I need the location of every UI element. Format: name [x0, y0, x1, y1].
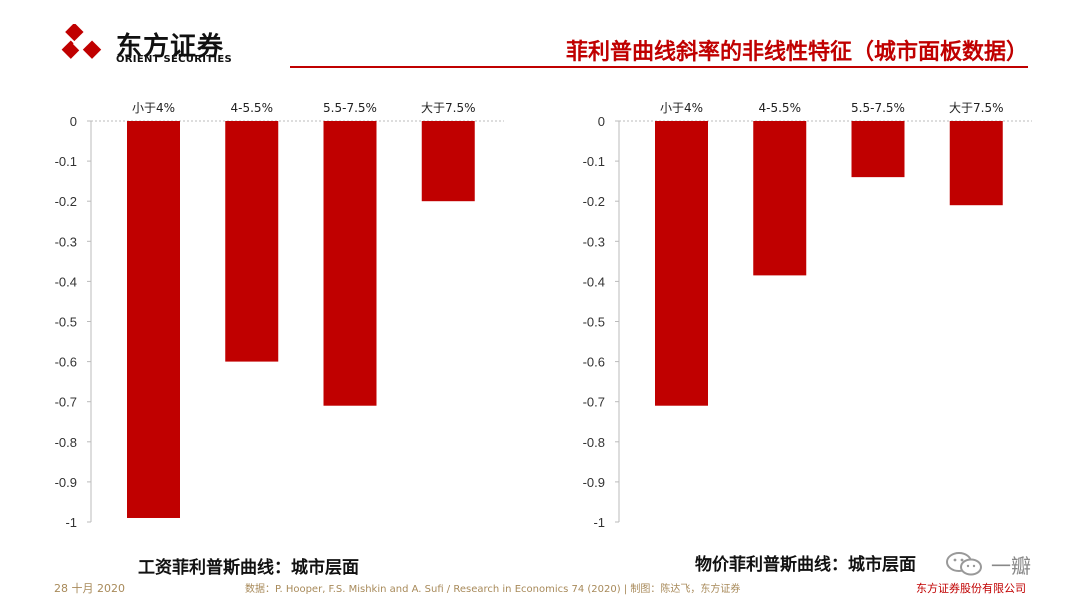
orient-logo-icon — [61, 24, 102, 59]
company-logo: 东方证券 ORIENT SECURITIES — [52, 24, 262, 68]
price-phillips-chart-svg: 0 -0.1 -0.2 -0.3 -0.4 -0.5 -0.6 -0.7 -0.8 -0.9 -1 小… — [583, 101, 1032, 530]
footer-company: 东方证券股份有限公司 — [916, 582, 1026, 595]
wage-chart-bar — [225, 121, 279, 362]
price-chart-y-tick-label: -0.4 — [583, 274, 605, 289]
wage-chart-bar — [127, 121, 180, 518]
price-chart-y-tick-label: -0.6 — [583, 355, 605, 370]
wage-chart-category-label: 小于4% — [132, 101, 175, 115]
price-chart-category-label: 小于4% — [660, 101, 703, 115]
price-phillips-chart: 0 -0.1 -0.2 -0.3 -0.4 -0.5 -0.6 -0.7 -0.8 -0.9 -1 小… — [548, 90, 1048, 530]
wage-chart-y-tick-label: -0.9 — [55, 475, 77, 490]
wage-phillips-chart: 0 -0.1 -0.2 -0.3 -0.4 -0.5 -0.6 -0.7 -0.8 -0.9 -1 小… — [20, 90, 520, 530]
price-chart-bar — [753, 121, 807, 276]
logo-chinese-text: 东方证券 — [116, 32, 225, 62]
wage-chart-y-tick-label: -1 — [65, 515, 77, 530]
logo-english-text: ORIENT SECURITIES — [116, 54, 233, 65]
wage-chart-y-tick-label: -0.4 — [55, 274, 77, 289]
price-chart-y-tick-label: -1 — [593, 515, 605, 530]
wage-chart-y-tick-label: -0.2 — [55, 194, 77, 209]
wage-chart-y-tick-label: 0 — [70, 114, 77, 129]
wage-phillips-chart-title: 工资菲利普斯曲线：城市层面 — [138, 558, 359, 578]
wage-chart-y-tick-label: -0.6 — [55, 355, 77, 370]
price-chart-y-tick-label: -0.2 — [583, 194, 605, 209]
price-chart-category-label: 5.5-7.5% — [851, 101, 905, 115]
wage-chart-y-tick-label: -0.7 — [55, 395, 77, 410]
wage-phillips-chart-svg: 0 -0.1 -0.2 -0.3 -0.4 -0.5 -0.6 -0.7 -0.8 -0.9 -1 小… — [55, 101, 504, 530]
title-underline — [290, 66, 1028, 68]
price-chart-y-tick-label: -0.7 — [583, 395, 605, 410]
footer-date: 28 十月 2020 — [54, 582, 125, 595]
watermark-text: 一瓣 — [991, 554, 1031, 578]
watermark: 一瓣 — [945, 548, 1055, 578]
price-chart-y-tick-label: -0.8 — [583, 435, 605, 450]
price-chart-category-label: 4-5.5% — [759, 101, 801, 115]
wage-chart-category-label: 大于7.5% — [421, 101, 476, 115]
price-chart-bar — [655, 121, 708, 406]
price-chart-y-tick-label: -0.9 — [583, 475, 605, 490]
price-chart-bar — [949, 121, 1003, 206]
footer-source: 数据：P. Hooper, F.S. Mishkin and A. Sufi /… — [245, 584, 741, 595]
wage-chart-y-tick-label: -0.5 — [55, 315, 77, 330]
wage-chart-category-label: 5.5-7.5% — [323, 101, 377, 115]
wage-chart-category-label: 4-5.5% — [231, 101, 273, 115]
wage-chart-bar — [421, 121, 475, 202]
price-chart-bar — [851, 121, 905, 178]
price-chart-y-tick-label: -0.3 — [583, 234, 605, 249]
price-chart-y-tick-label: -0.1 — [583, 154, 605, 169]
wechat-icon — [946, 552, 982, 576]
price-chart-category-label: 大于7.5% — [949, 101, 1004, 115]
page-title: 菲利普曲线斜率的非线性特征（城市面板数据） — [565, 39, 1028, 65]
wage-chart-y-tick-label: -0.3 — [55, 234, 77, 249]
wage-chart-y-tick-label: -0.8 — [55, 435, 77, 450]
wage-chart-y-tick-label: -0.1 — [55, 154, 77, 169]
price-phillips-chart-title: 物价菲利普斯曲线：城市层面 — [695, 555, 916, 575]
wage-chart-bar — [323, 121, 377, 406]
price-chart-y-tick-label: 0 — [598, 114, 605, 129]
price-chart-y-tick-label: -0.5 — [583, 315, 605, 330]
